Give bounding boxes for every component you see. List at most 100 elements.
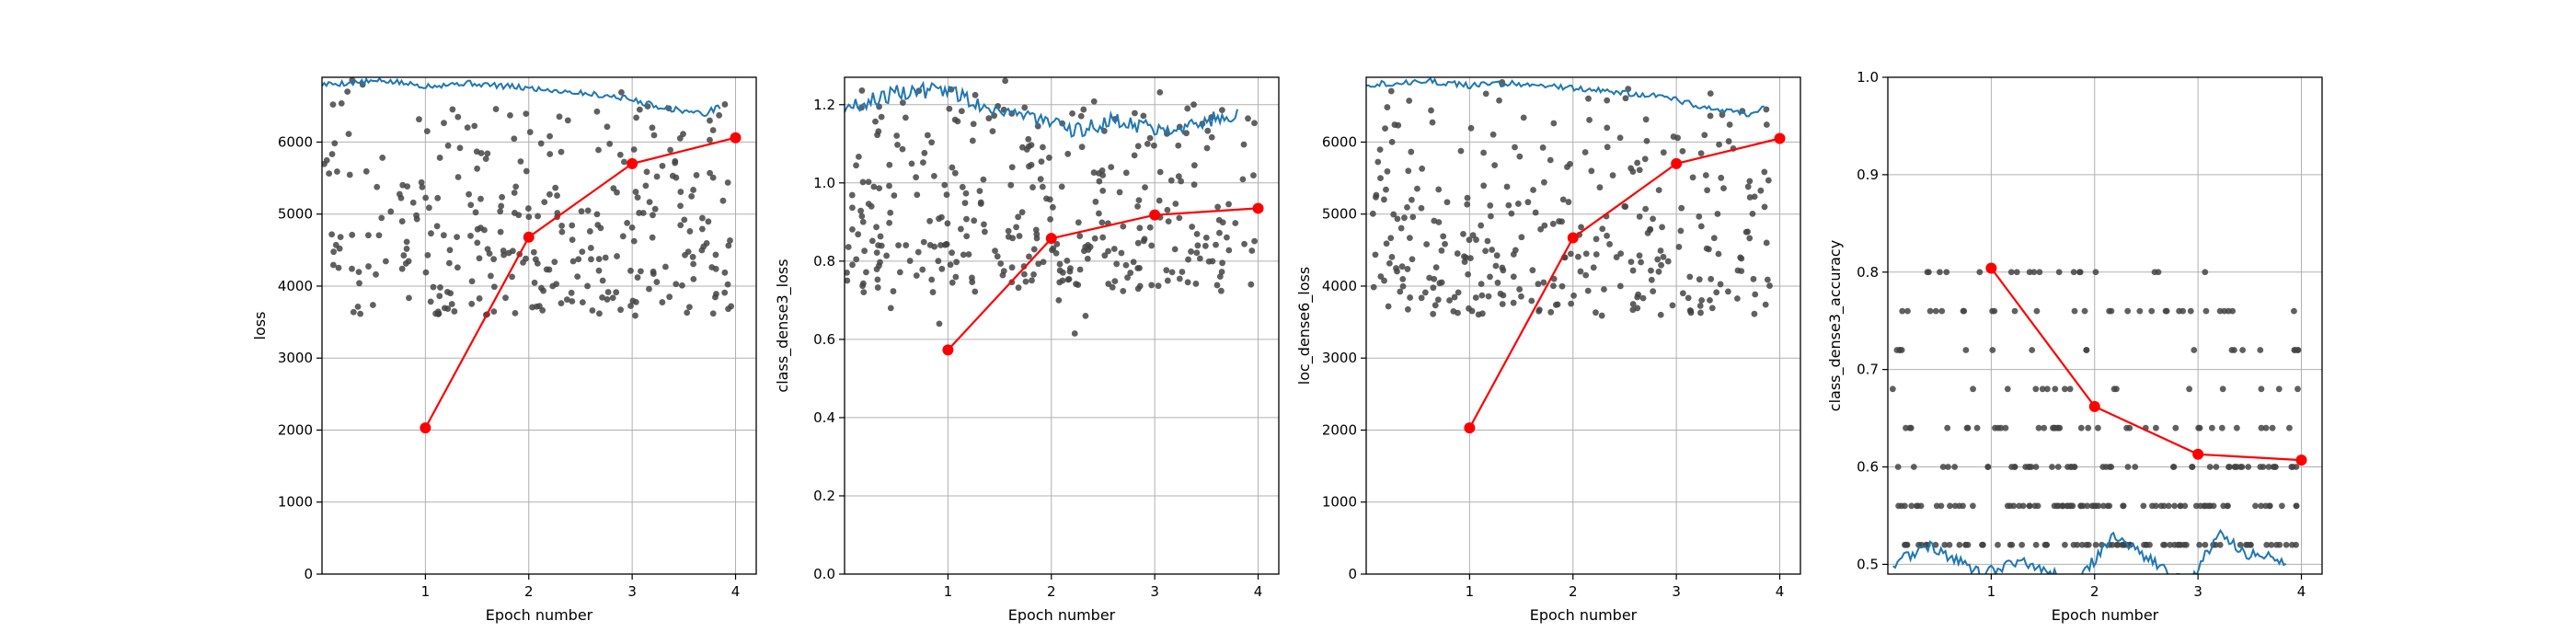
batch-point [972, 288, 979, 295]
batch-point [2026, 502, 2033, 510]
batch-point [537, 140, 545, 147]
batch-point [1686, 273, 1694, 281]
batch-point [614, 189, 620, 196]
epoch-mean-point [1985, 262, 1997, 274]
batch-point [1369, 210, 1376, 217]
batch-point [1108, 164, 1115, 171]
batch-point [703, 240, 710, 247]
batch-point [422, 194, 430, 201]
batch-point [1373, 193, 1379, 201]
batch-point [1528, 297, 1535, 305]
batch-point [1225, 247, 1233, 254]
batch-point [526, 129, 534, 135]
batch-point [1708, 305, 1716, 312]
batch-point [1240, 141, 1248, 148]
epoch-mean-point [2088, 400, 2100, 412]
batch-point [1757, 187, 1765, 194]
y-tick-label: 4000 [278, 278, 313, 294]
moving-average-line [1366, 77, 1765, 118]
batch-point [1765, 177, 1772, 184]
batch-point [1426, 274, 1433, 282]
batch-point [434, 194, 442, 201]
batch-point [2252, 502, 2259, 510]
batch-point [1480, 182, 1488, 190]
batch-point [456, 144, 464, 152]
batch-point [2196, 424, 2203, 431]
batch-point [1204, 127, 1212, 134]
batch-point [1218, 269, 1225, 275]
batch-point [2286, 424, 2293, 431]
y-tick-label: 4000 [1322, 278, 1357, 294]
batch-point [928, 276, 936, 283]
batch-point [672, 159, 679, 167]
batch-point [1717, 281, 1724, 288]
batch-point [1499, 264, 1506, 271]
batch-point [1718, 174, 1725, 181]
batch-point [399, 181, 407, 189]
batch-point [511, 210, 518, 216]
batch-point [1505, 201, 1512, 209]
batch-point [1203, 144, 1211, 152]
batch-point [855, 231, 862, 238]
batch-point [349, 231, 356, 238]
batch-point [928, 139, 936, 146]
batch-point [448, 301, 455, 307]
batch-point [1021, 104, 1029, 111]
batch-point [855, 153, 862, 160]
batch-point [569, 298, 576, 305]
batch-point [1496, 97, 1502, 104]
batch-point [688, 192, 696, 200]
batch-point [1028, 161, 1035, 168]
batch-point [1636, 213, 1643, 220]
batch-scatter [845, 77, 1258, 337]
batch-point [1532, 209, 1539, 216]
batch-point [951, 116, 959, 123]
batch-point [1516, 286, 1524, 293]
batch-point [1099, 172, 1107, 178]
y-tick-label: 1.0 [813, 175, 835, 191]
batch-point [2171, 502, 2179, 510]
batch-point [1664, 258, 1672, 265]
batch-point [1202, 242, 1209, 249]
batch-point [1657, 311, 1664, 318]
batch-point [1193, 230, 1201, 237]
chart-panel-2: 1 2 3 4 0.0 0.2 0.4 0.6 0.8 1.0 1.2 Epoch number cla… [774, 76, 1280, 624]
batch-point [1701, 132, 1708, 139]
batch-point [1581, 149, 1589, 155]
batch-point [427, 298, 434, 305]
batch-point [628, 224, 636, 231]
batch-point [434, 308, 442, 316]
batch-point [1421, 289, 1429, 296]
batch-point [2067, 502, 2075, 510]
batch-point [1202, 234, 1210, 241]
batch-point [858, 213, 866, 220]
batch-point [1636, 167, 1643, 174]
batch-point [1404, 305, 1411, 313]
y-tick-label: 6000 [278, 133, 313, 150]
batch-point [2007, 269, 2015, 276]
batch-point [1428, 107, 1434, 114]
batch-point [505, 249, 512, 257]
batch-point [2263, 541, 2271, 548]
batch-point [946, 105, 953, 112]
batch-point [1636, 252, 1643, 259]
epoch-mean-point [1774, 132, 1786, 144]
x-tick-label: 1 [421, 583, 431, 600]
batch-point [1040, 259, 1047, 266]
batch-point [1962, 541, 1970, 548]
batch-point [1558, 218, 1565, 225]
batch-point [661, 263, 669, 270]
batch-point [886, 182, 892, 190]
batch-point [1480, 149, 1487, 156]
batch-point [587, 245, 594, 251]
batch-point [977, 199, 984, 206]
plot-area [845, 77, 1258, 337]
batch-point [2042, 541, 2050, 548]
batch-point [725, 305, 731, 313]
y-tick-label: 0.5 [1857, 556, 1879, 572]
batch-point [1045, 155, 1052, 161]
batch-point [1627, 165, 1635, 172]
batch-point [1749, 210, 1756, 217]
batch-point [525, 213, 533, 221]
batch-point [2077, 502, 2084, 510]
